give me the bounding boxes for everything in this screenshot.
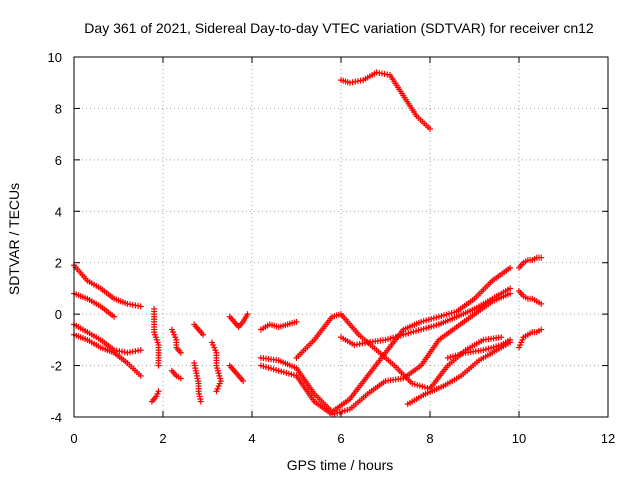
data-point (137, 372, 144, 379)
y-tick-label: -2 (50, 359, 62, 374)
data-point (200, 331, 207, 338)
series-fragment-1.8 (151, 306, 162, 369)
series-fragment-10.2b (516, 288, 545, 307)
data-point (155, 362, 162, 369)
x-tick-label: 8 (426, 431, 433, 446)
data-point (507, 264, 514, 271)
x-tick-label: 2 (159, 431, 166, 446)
data-point (155, 388, 162, 395)
series-fragment-10.2c (516, 326, 545, 351)
data-point (137, 347, 144, 354)
series-fragment-2.8b (191, 360, 204, 405)
data-point (177, 349, 184, 356)
series-track-rise-c (293, 311, 505, 392)
data-point (498, 334, 505, 341)
series-track-rise-d (338, 285, 514, 348)
data-point (538, 300, 545, 307)
data-point (240, 378, 247, 384)
data-point (177, 375, 184, 382)
series-fragment-10.2a (516, 254, 545, 271)
data-point (213, 388, 220, 395)
y-axis-label: SDTVAR / TECUs (6, 183, 22, 295)
data-point (244, 311, 251, 318)
x-tick-label: 4 (248, 431, 255, 446)
series-track-late-e (404, 339, 514, 408)
series-track-start-2 (71, 290, 118, 320)
x-tick-label: 12 (601, 431, 615, 446)
y-tick-label: 8 (55, 101, 62, 116)
series-fragment-2.8 (191, 321, 207, 338)
y-tick-label: 2 (55, 256, 62, 271)
series-fragment-2.3 (168, 326, 184, 356)
series-fragment-4.3 (257, 318, 300, 333)
data-point (507, 290, 514, 297)
data-point (427, 126, 433, 132)
series-fragment-1.8b (148, 388, 162, 405)
data-points (71, 69, 545, 418)
data-point (507, 336, 514, 343)
data-point (197, 398, 204, 405)
series-track-start-1 (71, 262, 144, 310)
data-point (538, 254, 545, 261)
data-point (538, 326, 545, 333)
series-fragment-3.6 (226, 311, 251, 330)
plot-frame (73, 56, 609, 418)
series-track-high-peak (338, 69, 433, 132)
series-track-late-f (444, 336, 514, 361)
series-fragment-2.3b (168, 367, 184, 382)
data-point (293, 318, 300, 325)
grid (74, 57, 608, 417)
y-tick-label: 4 (55, 204, 62, 219)
y-tick-label: -4 (50, 410, 62, 425)
data-point (507, 285, 514, 292)
series-fragment-3.2 (208, 339, 224, 395)
x-axis-label: GPS time / hours (287, 457, 394, 473)
x-tick-label: 10 (512, 431, 526, 446)
data-point (137, 303, 144, 310)
chart-title: Day 361 of 2021, Sidereal Day-to-day VTE… (84, 20, 594, 36)
series-track-start-4 (71, 331, 144, 379)
y-tick-label: 6 (55, 153, 62, 168)
y-tick-label: 10 (48, 50, 62, 65)
series-fragment-3.6b (226, 362, 247, 384)
x-tick-label: 0 (70, 431, 77, 446)
x-tick-label: 6 (337, 431, 344, 446)
data-point (111, 313, 118, 320)
y-tick-label: 0 (55, 307, 62, 322)
axis-ticks: 0 2 4 6 8 10 12 -4 -2 0 2 4 6 8 10 (48, 50, 616, 446)
